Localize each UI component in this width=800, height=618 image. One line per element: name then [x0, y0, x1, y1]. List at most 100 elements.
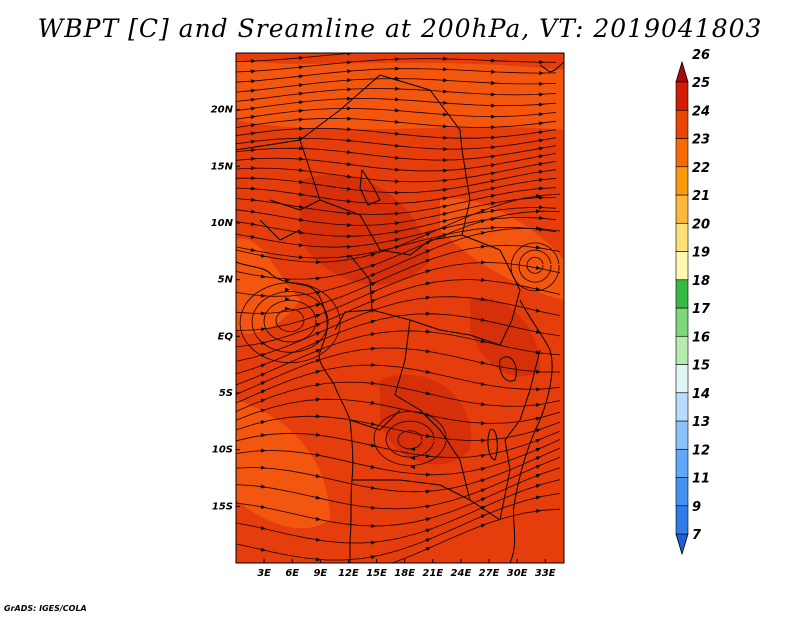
streamline-arrow [315, 340, 321, 345]
streamline-arrow [490, 186, 496, 191]
streamline-arrow [480, 453, 486, 458]
streamline-arrow [425, 472, 431, 477]
streamline-arrow [442, 124, 448, 129]
colorbar-label: 23 [692, 133, 710, 148]
streamline-arrow [250, 131, 256, 136]
streamline-arrow [480, 478, 486, 483]
streamline-arrow [315, 323, 321, 328]
streamline-arrow [346, 106, 352, 111]
streamline-arrow [250, 59, 256, 64]
streamline-arrow [480, 339, 486, 344]
colorbar-label: 21 [692, 189, 710, 204]
streamline [239, 282, 341, 364]
streamline-arrow [490, 194, 496, 198]
streamline [236, 197, 557, 226]
streamline-arrow [370, 400, 376, 405]
streamline-arrow [370, 319, 376, 324]
streamline-arrow [490, 179, 496, 184]
streamline-arrow [370, 555, 376, 560]
colorbar-label: 22 [692, 161, 710, 176]
streamline [236, 137, 557, 150]
streamline-arrow [250, 156, 256, 161]
streamline-arrow [250, 148, 256, 153]
streamline-arrow [298, 204, 304, 209]
streamline [236, 430, 561, 460]
streamline [236, 279, 561, 348]
border-line [259, 199, 321, 241]
streamline [251, 291, 329, 353]
colorbar-label: 12 [692, 443, 710, 458]
streamline-arrow [370, 524, 376, 529]
streamline-arrow [346, 78, 352, 83]
streamline-arrow [410, 447, 415, 451]
streamline-arrow [370, 485, 376, 490]
lon-tick-label: 9E [313, 568, 327, 579]
streamline-arrow [535, 226, 541, 231]
streamline-arrow [442, 112, 448, 117]
border-line [349, 409, 501, 521]
streamline-arrow [490, 125, 496, 130]
streamline-arrow [250, 176, 256, 181]
streamline [236, 127, 557, 139]
streamline-arrow [538, 146, 544, 151]
streamline-arrow [394, 66, 400, 71]
streamline-arrow [490, 58, 496, 63]
streamline-arrow [538, 162, 544, 167]
streamline-arrow [535, 428, 541, 433]
streamline-arrow [260, 398, 266, 403]
coastline-west-africa [236, 261, 354, 563]
streamline-arrow [315, 516, 321, 521]
streamline-arrow [260, 381, 266, 386]
streamline-arrow [425, 528, 431, 533]
border-line [394, 319, 471, 501]
streamline [385, 420, 435, 458]
streamline [236, 153, 557, 172]
streamline-arrow [260, 433, 266, 438]
streamline-arrow [538, 215, 544, 220]
streamline-arrow [315, 370, 321, 374]
lon-tick-label: 24E [451, 568, 472, 579]
grads-credit: GrADS: IGES/COLA [4, 604, 87, 613]
streamline-arrow [538, 121, 544, 126]
colorbar-label: 19 [692, 246, 710, 261]
streamline-arrow [370, 332, 376, 337]
streamline-arrow [490, 103, 496, 108]
lake-outline [487, 428, 498, 461]
streamline-arrow [490, 209, 496, 213]
streamline-arrow [298, 83, 304, 88]
streamline-arrow [425, 369, 431, 374]
streamline-arrow [260, 353, 266, 358]
streamline-arrow [490, 69, 496, 74]
streamline-arrow [394, 86, 400, 91]
streamline [236, 53, 358, 63]
streamline-arrow [425, 504, 431, 509]
lat-tick-label: EQ [218, 331, 234, 342]
streamline-arrow [538, 71, 544, 76]
field-patch-lighter [236, 400, 330, 529]
colorbar-label: 7 [692, 528, 702, 543]
streamline-arrow [298, 55, 304, 60]
streamline [236, 58, 557, 73]
page-title: WBPT [C] and Sreamline at 200hPa, VT: 20… [37, 14, 763, 43]
streamline-arrow [538, 205, 544, 210]
colorbar-label: 16 [692, 330, 710, 345]
map-frame [235, 52, 565, 564]
streamline-arrow [346, 138, 352, 143]
streamline-arrow [260, 408, 266, 413]
streamline-arrow [260, 253, 266, 258]
streamline-arrow [490, 135, 496, 140]
streamline-arrow [260, 274, 266, 279]
streamline [236, 364, 561, 404]
streamline-arrow [535, 287, 541, 291]
streamline-arrow [491, 48, 496, 52]
lat-tick-label: 20N [211, 105, 234, 116]
streamline-arrow [315, 537, 321, 542]
colorbar-swatch [675, 251, 689, 281]
streamline [236, 78, 557, 93]
streamline-arrow [260, 484, 266, 489]
streamline [526, 256, 544, 274]
streamline-arrow [260, 327, 266, 332]
streamline-arrow [535, 484, 541, 488]
colorbar-swatch [675, 392, 689, 422]
